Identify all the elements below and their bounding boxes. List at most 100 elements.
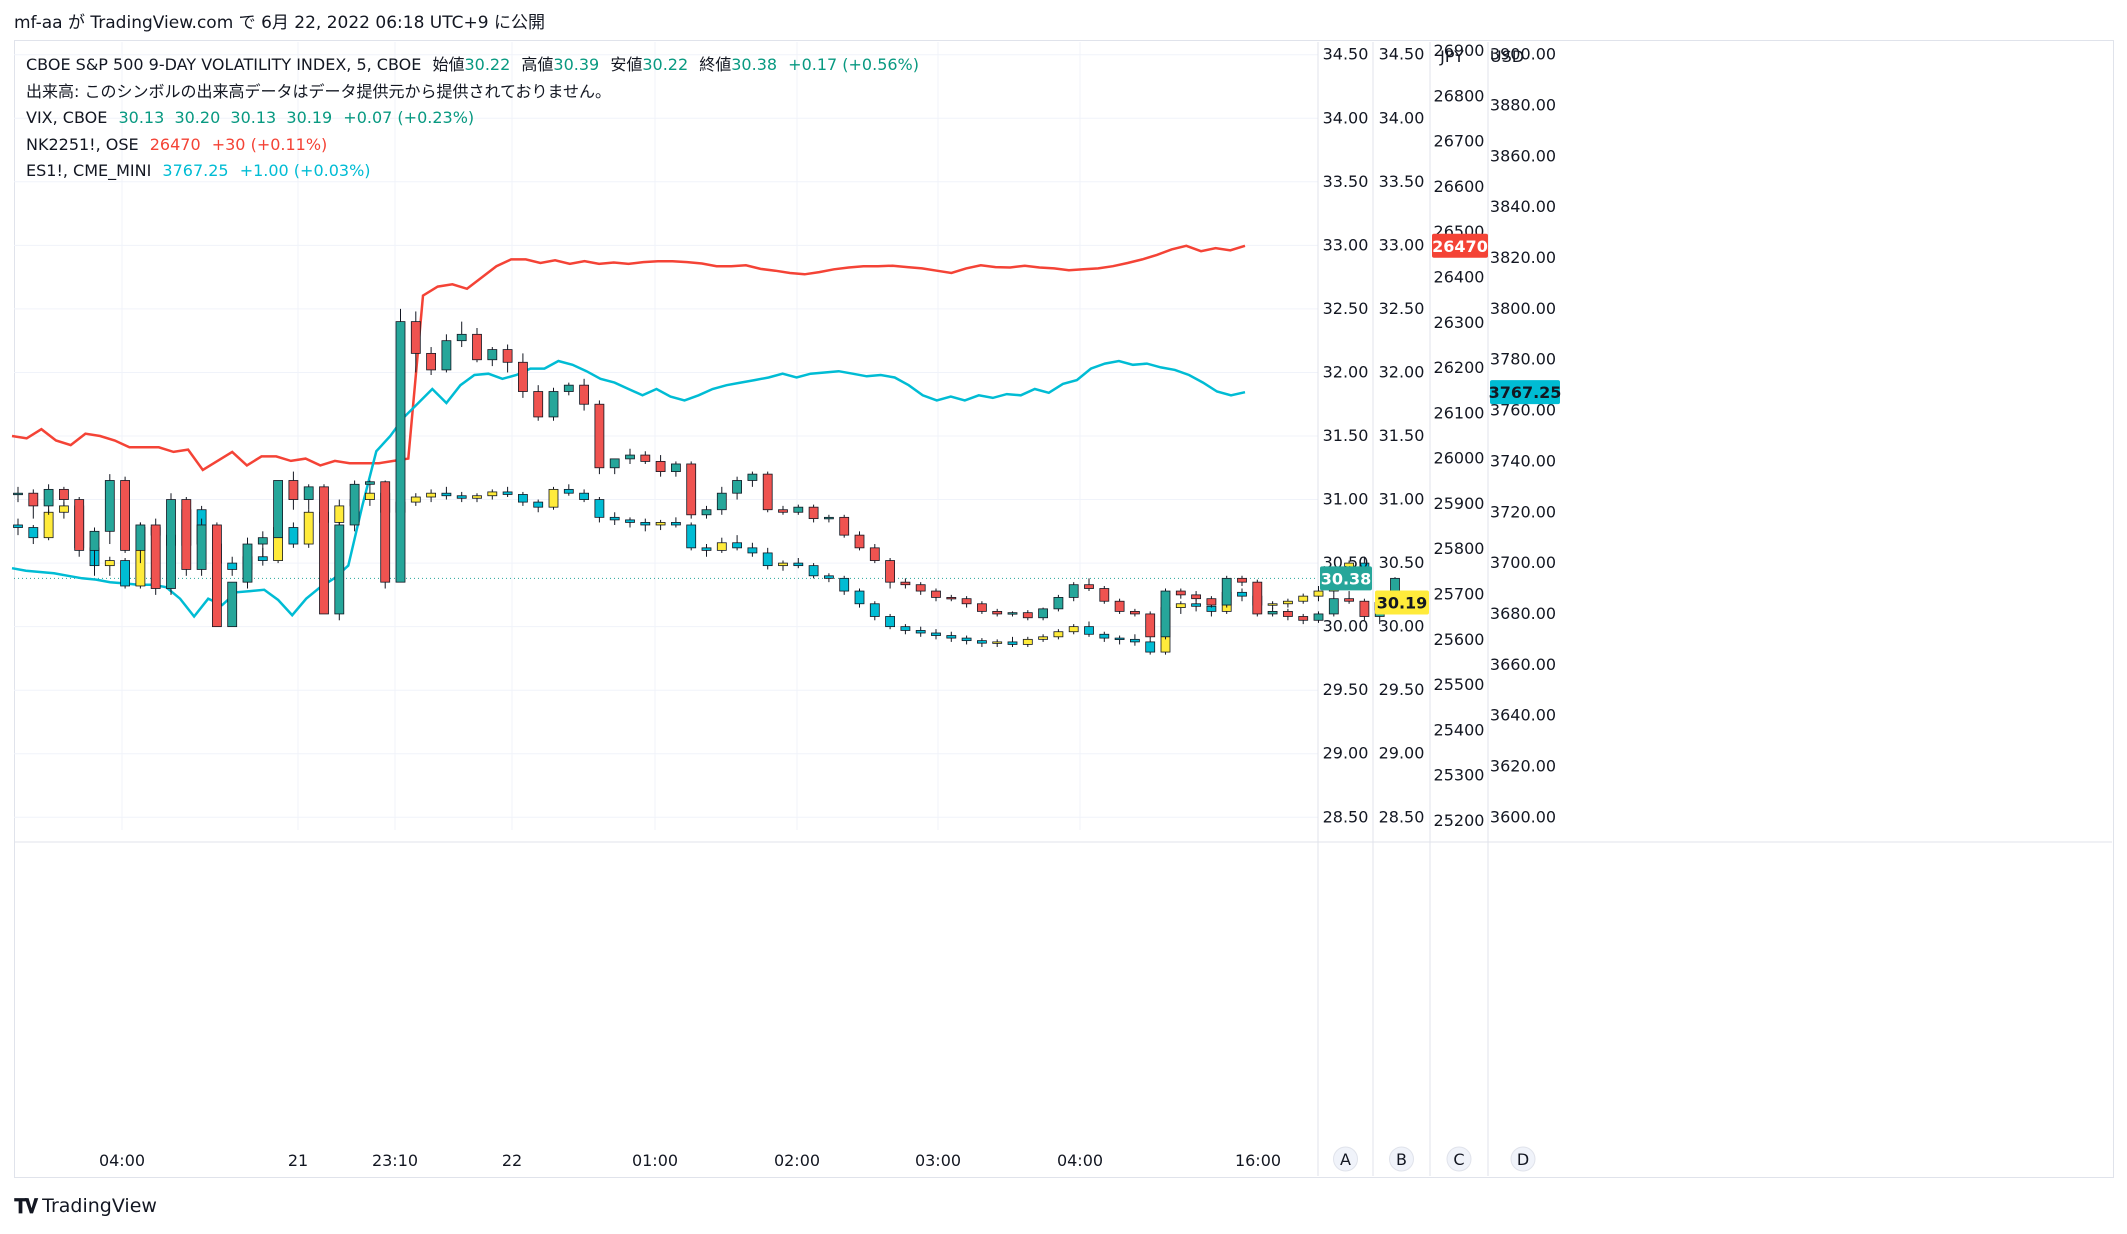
legend-es-row[interactable]: ES1!, CME_MINI 3767.25 +1.00 (+0.03%): [26, 158, 925, 185]
vix9d-candle: [349, 483, 360, 526]
vix-candle: [671, 522, 681, 526]
axis-c-tick: 26700: [1434, 132, 1485, 151]
axis-c-tick: 26100: [1434, 403, 1485, 422]
legend-open-label: 始値: [432, 55, 465, 74]
vix9d-candle: [1084, 584, 1094, 589]
vix9d-candle: [242, 543, 253, 583]
footer-brand: TradingView: [42, 1195, 157, 1217]
vix9d-candle: [1328, 598, 1339, 615]
vix-candle: [1191, 603, 1201, 607]
vix9d-candle: [1053, 597, 1064, 610]
vix-candle: [1298, 595, 1309, 602]
vix-candle: [13, 524, 23, 528]
vix-candle: [43, 511, 54, 539]
vix-candle: [548, 488, 559, 508]
vix-candle: [1038, 636, 1048, 640]
vix9d-candle: [915, 584, 926, 592]
vix9d-candle: [211, 524, 222, 628]
axis-d-tick: 3860.00: [1490, 146, 1556, 165]
legend-vix-values: 30.13 30.20 30.13 30.19: [118, 108, 333, 127]
badge-es: 3767.25: [1489, 383, 1562, 402]
vix9d-candle: [548, 391, 559, 418]
vix9d-candle: [671, 463, 681, 472]
vix9d-candle: [1160, 590, 1171, 638]
vix9d-candle: [1038, 608, 1048, 619]
vix-candle: [885, 616, 895, 628]
vix-candle: [1022, 638, 1033, 645]
vix9d-candle: [900, 581, 911, 586]
nk-series-line: [11, 244, 1246, 472]
vix9d-candle: [227, 581, 238, 628]
axis-c-tick: 26200: [1434, 358, 1485, 377]
axis-a-letter: A: [1340, 1150, 1351, 1169]
footer[interactable]: 𝐓𝐕 TradingView: [14, 1194, 157, 1218]
axis-a-tick: 32.00: [1323, 362, 1369, 381]
vix-candle: [364, 492, 375, 500]
axis-b-tick: 34.00: [1379, 108, 1425, 127]
vix9d-candle: [701, 509, 712, 516]
axis-d-unit: USD: [1490, 47, 1524, 66]
legend-vix-symbol: VIX, CBOE: [26, 108, 108, 127]
vix9d-candle: [732, 480, 742, 494]
tradingview-logo-icon: 𝐓𝐕: [14, 1194, 38, 1218]
axis-c-tick: 25400: [1434, 720, 1485, 739]
vix9d-candle: [609, 458, 620, 469]
vix-candle: [625, 519, 635, 523]
vix-candle: [303, 511, 314, 545]
axis-c-letter-badge: [1446, 1146, 1472, 1172]
axis-c-tick: 26300: [1434, 313, 1485, 332]
vix-candle: [946, 635, 957, 639]
vix9d-candle: [1283, 610, 1293, 617]
vix-candle: [1237, 591, 1247, 597]
axis-d-tick: 3880.00: [1490, 96, 1556, 115]
axis-c-tick: 26900: [1434, 41, 1485, 60]
legend-vix-row[interactable]: VIX, CBOE 30.13 30.20 30.13 30.19 +0.07 …: [26, 105, 925, 132]
vix9d-candle: [28, 492, 39, 507]
badge-nk: 26470: [1432, 237, 1488, 256]
price-axes[interactable]: 34.50 34.00 33.50 33.00 32.50 32.00 31.50 31.00…: [1323, 41, 1556, 1172]
vix9d-candle: [869, 547, 880, 561]
vix9d-candle: [977, 603, 987, 612]
axis-b-letter: B: [1396, 1150, 1407, 1169]
vix9d-candle: [1298, 616, 1309, 621]
legend-nk-symbol: NK2251!, OSE: [26, 134, 139, 154]
vix-candle: [655, 522, 666, 526]
axis-d-tick: 3700.00: [1490, 553, 1556, 572]
legend-nk-value: 26470: [149, 134, 201, 154]
vix9d-candle: [104, 480, 115, 532]
legend-low-label: 安値: [610, 55, 643, 74]
badge-vix9d: 30.38: [1321, 569, 1372, 588]
vix9d-candle: [135, 524, 146, 551]
vix9d-candle: [166, 499, 176, 589]
axis-a-tick: 31.50: [1323, 426, 1369, 445]
vix-candle: [778, 562, 788, 567]
axis-b-tick: 33.50: [1379, 172, 1425, 191]
vix9d-candle: [747, 473, 758, 481]
axis-c-tick: 25900: [1434, 494, 1485, 513]
vix9d-candle: [1252, 581, 1263, 615]
legend-es-symbol: ES1!, CME_MINI: [26, 161, 152, 180]
vix-candle: [594, 499, 605, 518]
legend-es-value: 3767.25: [162, 161, 229, 180]
legend-volume-note: 出来高: このシンボルの出来高データはデータ提供元から提供されておりません。: [26, 79, 925, 106]
axis-c-tick: 25200: [1434, 811, 1485, 830]
axis-d-tick: 3900.00: [1490, 45, 1556, 64]
legend-nk-row[interactable]: NK2251!, OSE 26470 +30 (+0.11%): [26, 132, 925, 159]
axis-a-tick: 34.50: [1323, 45, 1369, 64]
vix-candle: [915, 630, 926, 634]
legend-main-row[interactable]: CBOE S&P 500 9-DAY VOLATILITY INDEX, 5, …: [26, 52, 925, 79]
time-axis[interactable]: 04:00 21 23:10 22 01:00 02:00 03:00 04:00 16:00: [99, 1151, 1281, 1170]
vix-candle: [410, 496, 421, 503]
axis-c-tick: 26800: [1434, 86, 1485, 105]
legend-low-value: 30.22: [642, 55, 689, 74]
vix9d-candle: [1099, 588, 1110, 602]
time-label: 04:00: [99, 1151, 145, 1170]
last-price-badges: 30.38 30.19 26470 3767.25: [1320, 233, 1562, 615]
axis-a-tick: 29.00: [1323, 744, 1369, 763]
vix-candle: [579, 492, 589, 500]
vix-candle: [1053, 631, 1064, 638]
vix9d-candle: [778, 509, 788, 513]
vix9d-candle: [257, 537, 268, 545]
vix-candle: [1145, 641, 1156, 653]
